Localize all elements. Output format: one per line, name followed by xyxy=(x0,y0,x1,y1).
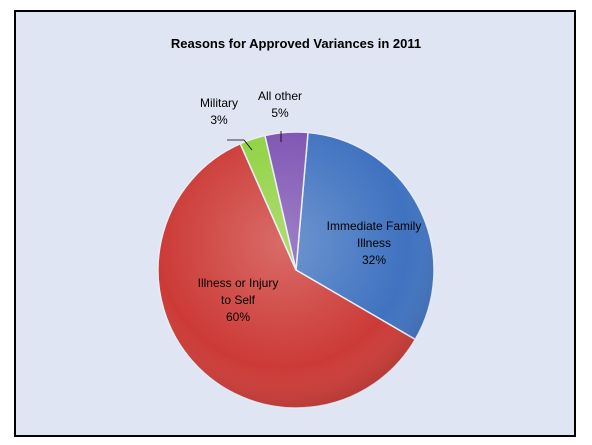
data-label-illness-or-injury-to-self: Illness or Injury to Self 60% xyxy=(198,276,279,324)
data-label-all-other: All other 5% xyxy=(258,89,302,120)
leader-line-military xyxy=(227,139,253,151)
data-label-immediate-family-illness: Immediate Family Illness 32% xyxy=(327,219,422,267)
chart-title: Reasons for Approved Variances in 2011 xyxy=(170,36,422,51)
data-label-military: Military 3% xyxy=(200,96,238,127)
